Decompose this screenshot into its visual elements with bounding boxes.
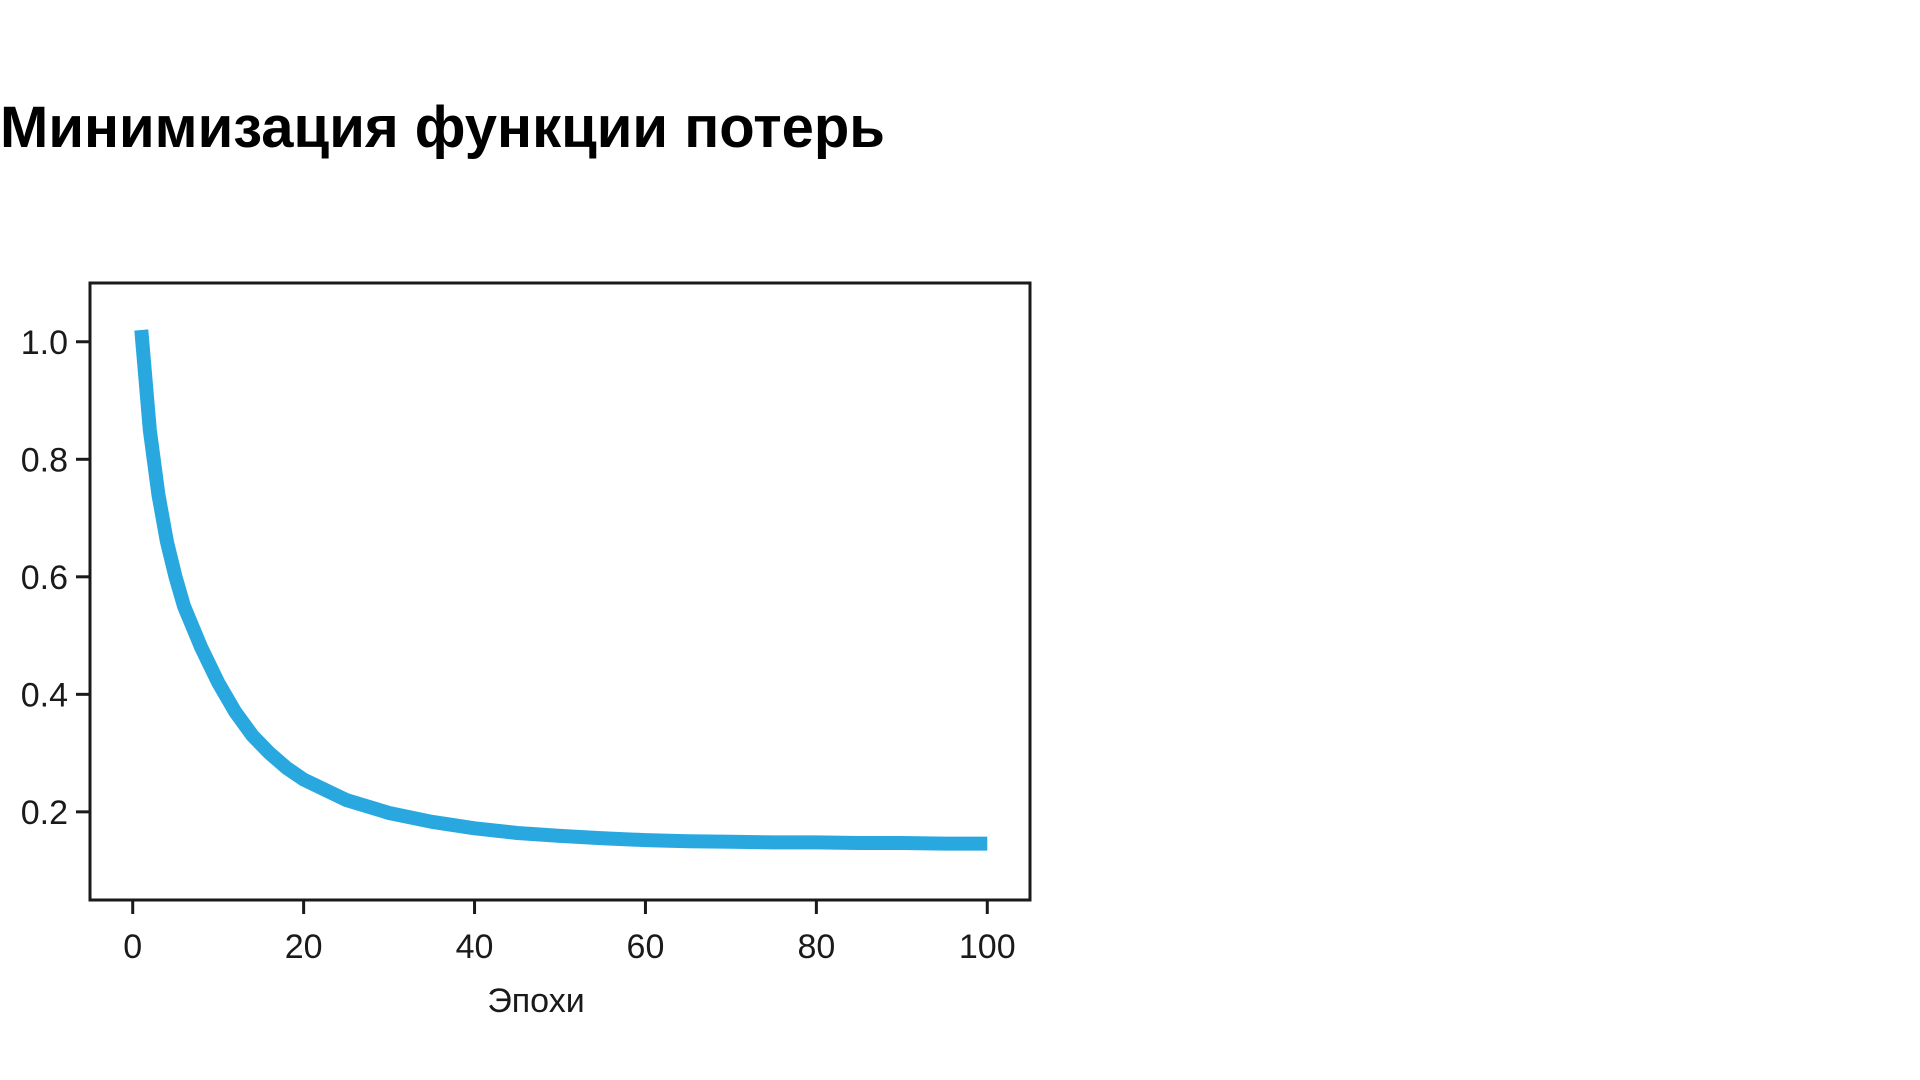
plot-frame [88, 281, 1032, 902]
y-tick-label: 0.6 [21, 559, 68, 597]
x-tick-label: 80 [797, 928, 835, 966]
x-tick-label: 0 [123, 928, 142, 966]
y-tick-label: 0.8 [21, 441, 68, 479]
x-axis-ticks: 0 20 40 60 80 100 [123, 900, 1016, 966]
y-tick-label: 0.2 [21, 794, 68, 832]
x-tick-label: 40 [456, 928, 494, 966]
y-axis-ticks: 0.2 0.4 0.6 0.8 1.0 [21, 324, 90, 832]
y-tick-label: 0.4 [21, 676, 68, 714]
x-tick-label: 20 [285, 928, 323, 966]
x-tick-label: 100 [959, 928, 1016, 966]
slide-title: Минимизация функции потерь [0, 95, 885, 160]
x-axis-label: Эпохи [487, 982, 584, 1020]
x-tick-label: 60 [627, 928, 665, 966]
loss-series-line [134, 329, 988, 851]
y-tick-label: 1.0 [21, 324, 68, 362]
